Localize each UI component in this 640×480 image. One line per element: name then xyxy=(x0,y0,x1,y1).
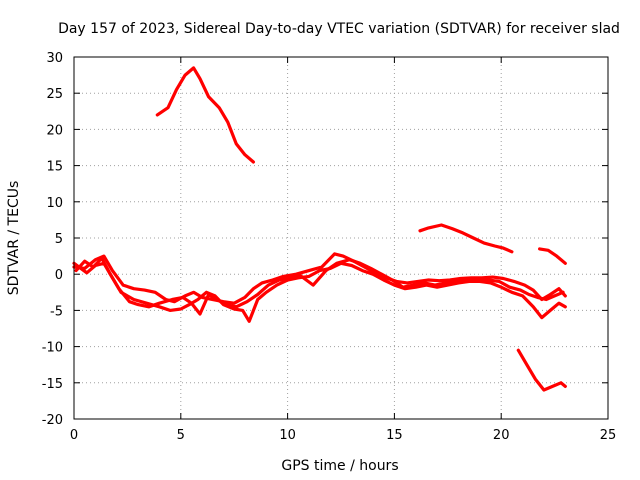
axis-ticks: 0 5 10 15 20 25 -20 -15 -10 -5 0 5 10 15 20 25 30 xyxy=(42,51,617,443)
y-tick-label: 25 xyxy=(46,87,63,102)
y-tick-label: -5 xyxy=(50,304,63,319)
y-tick-label: 10 xyxy=(46,196,63,211)
y-tick-label: 20 xyxy=(46,123,63,138)
series-arc-late-positive xyxy=(537,247,567,265)
x-axis-label: GPS time / hours xyxy=(281,458,398,474)
series-baseline-c xyxy=(74,256,565,316)
x-tick-label: 5 xyxy=(177,428,185,443)
x-tick-label: 15 xyxy=(386,428,403,443)
series-arc-high-peak xyxy=(155,66,255,164)
grid xyxy=(74,57,608,419)
y-tick-label: -15 xyxy=(42,377,63,392)
series-layer xyxy=(72,66,567,392)
y-tick-label: 5 xyxy=(55,232,63,247)
chart-title: Day 157 of 2023, Sidereal Day-to-day VTE… xyxy=(58,21,620,37)
plot-frame xyxy=(73,56,609,420)
x-tick-label: 10 xyxy=(279,428,296,443)
x-tick-label: 0 xyxy=(70,428,78,443)
y-axis-label: SDTVAR / TECUs xyxy=(6,181,22,296)
series-arc-mid-positive xyxy=(418,223,514,254)
y-tick-label: -20 xyxy=(42,413,63,428)
series-arc-low-negative xyxy=(516,348,567,392)
y-tick-label: -10 xyxy=(42,341,63,356)
series-baseline-a xyxy=(72,252,567,305)
y-tick-label: 30 xyxy=(46,51,63,66)
x-tick-label: 20 xyxy=(493,428,510,443)
series-baseline-b xyxy=(72,261,567,323)
y-tick-label: 15 xyxy=(46,160,63,175)
x-tick-label: 25 xyxy=(600,428,617,443)
y-tick-label: 0 xyxy=(55,268,63,283)
